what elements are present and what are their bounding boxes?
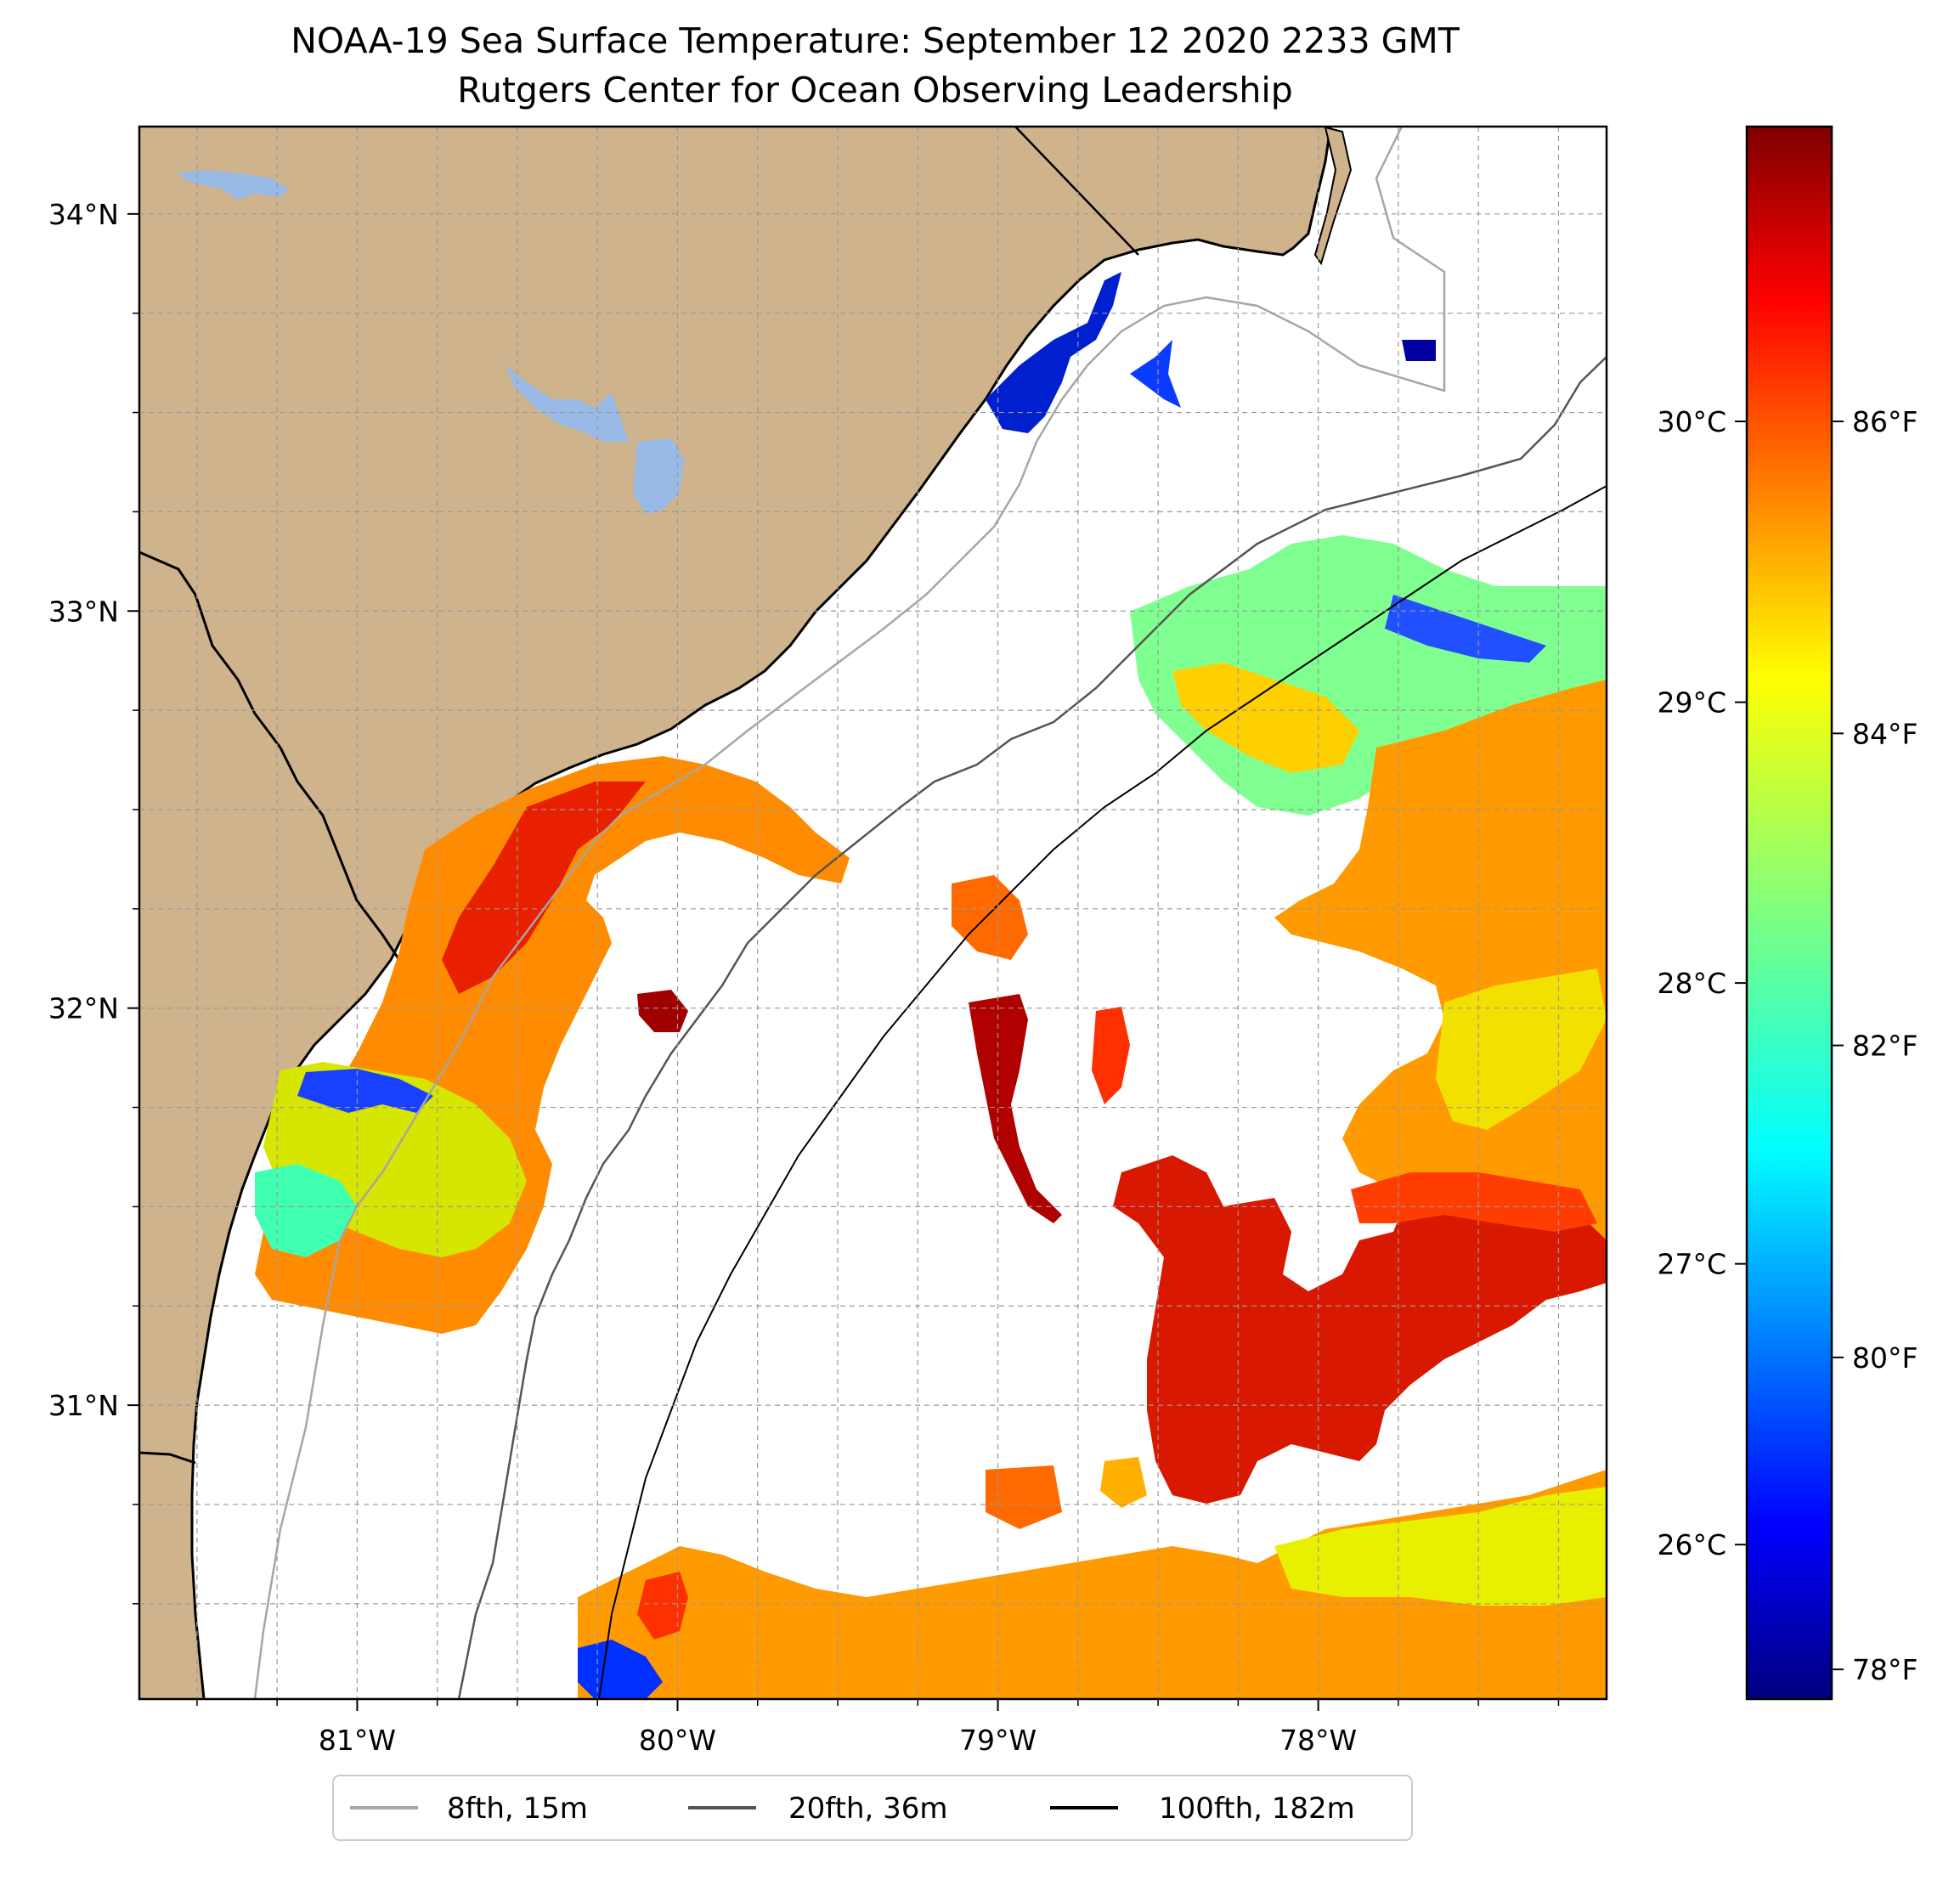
lake-waccamaw <box>177 170 289 200</box>
sst-patch-north-cold <box>986 272 1121 433</box>
state-border-sc-ga <box>139 550 401 961</box>
sst-patch-se-red <box>1351 1172 1597 1232</box>
sst-patch-central-hot <box>969 994 1062 1223</box>
lat-tick-label: 32°N <box>48 992 119 1025</box>
colorbar-gradient <box>1745 125 1833 1701</box>
gridlines <box>139 127 1607 1699</box>
isobath-20fth <box>457 356 1607 1699</box>
colorbar-celsius-ticks: 30°C 29°C 28°C 27°C 26°C <box>1657 405 1747 1561</box>
lon-tick-label: 79°W <box>959 1724 1036 1757</box>
sst-patch-north-cold-3 <box>1402 340 1436 361</box>
sst-patch-south-cold <box>578 1640 663 1699</box>
celsius-tick-label: 26°C <box>1657 1528 1726 1561</box>
legend-label-20fth: 20fth, 36m <box>788 1792 948 1826</box>
fahrenheit-tick-label: 78°F <box>1852 1653 1918 1686</box>
state-border-ga-fl <box>139 1451 196 1465</box>
fahrenheit-tick-label: 82°F <box>1852 1030 1918 1063</box>
sst-patch-shelf-cold <box>297 1069 433 1113</box>
fahrenheit-tick-label: 84°F <box>1852 717 1918 750</box>
celsius-tick-label: 27°C <box>1657 1248 1726 1281</box>
sst-patch-small-hot <box>637 990 688 1032</box>
fahrenheit-tick-label: 80°F <box>1852 1341 1918 1375</box>
lat-tick-label: 34°N <box>48 198 119 231</box>
lake-marion <box>506 365 629 442</box>
celsius-tick-label: 30°C <box>1657 405 1726 438</box>
sst-patch-south-small-2 <box>1100 1457 1147 1508</box>
sst-data-layer <box>255 272 1607 1699</box>
sst-patch-central-red <box>1092 1007 1130 1104</box>
celsius-tick-label: 28°C <box>1657 967 1726 1000</box>
map-title: NOAA-19 Sea Surface Temperature: Septemb… <box>291 20 1460 61</box>
legend-box <box>332 1775 1413 1841</box>
map-frame <box>138 125 1608 1701</box>
sst-patch-se-hot <box>1113 1155 1607 1504</box>
state-border-nc-sc <box>1014 127 1139 256</box>
lat-tick-label: 33°N <box>48 595 119 628</box>
colorbar-fahrenheit-ticks: 86°F 84°F 82°F 80°F 78°F <box>1832 405 1918 1686</box>
sst-patch-south-small <box>986 1465 1062 1529</box>
barrier-island <box>1313 127 1353 266</box>
lon-tick-label: 80°W <box>639 1724 716 1757</box>
map-subtitle: Rutgers Center for Ocean Observing Leade… <box>457 70 1293 110</box>
sst-patch-south-hot <box>637 1572 688 1640</box>
legend: 8fth, 15m 20fth, 36m 100fth, 182m <box>332 1775 1413 1841</box>
sst-patch-north-cold-2 <box>1130 340 1181 408</box>
colorbar: 30°C 29°C 28°C 27°C 26°C 86°F 84°F 82°F 80°F 78°… <box>1657 125 1918 1701</box>
coastline <box>190 127 1332 1699</box>
longitude-axis: 81°W 80°W 79°W 78°W <box>196 1699 1560 1757</box>
isobath-100fth <box>598 485 1607 1699</box>
sst-patch-ne-blue <box>1385 595 1546 663</box>
lon-tick-label: 78°W <box>1279 1724 1357 1757</box>
map-area <box>139 127 1607 1699</box>
sst-patch-ne-yellow <box>1172 663 1359 773</box>
sst-patch-south-yellow <box>1274 1487 1607 1606</box>
isobath-8fth <box>253 127 1446 1699</box>
lon-tick-label: 81°W <box>319 1724 396 1757</box>
sst-patch-shelf-hot <box>442 782 646 994</box>
legend-label-8fth: 8fth, 15m <box>447 1792 588 1826</box>
legend-label-100fth: 100fth, 182m <box>1159 1792 1355 1826</box>
sst-patch-south-band <box>578 1470 1607 1699</box>
lat-tick-label: 31°N <box>48 1389 119 1422</box>
sst-patch-shelf-green <box>255 1164 357 1257</box>
celsius-tick-label: 29°C <box>1657 686 1726 720</box>
latitude-axis: 34°N 33°N 32°N 31°N <box>48 198 139 1605</box>
lake-moultrie <box>633 438 684 514</box>
fahrenheit-tick-label: 86°F <box>1852 405 1918 438</box>
sst-patch-small-west <box>952 875 1028 960</box>
